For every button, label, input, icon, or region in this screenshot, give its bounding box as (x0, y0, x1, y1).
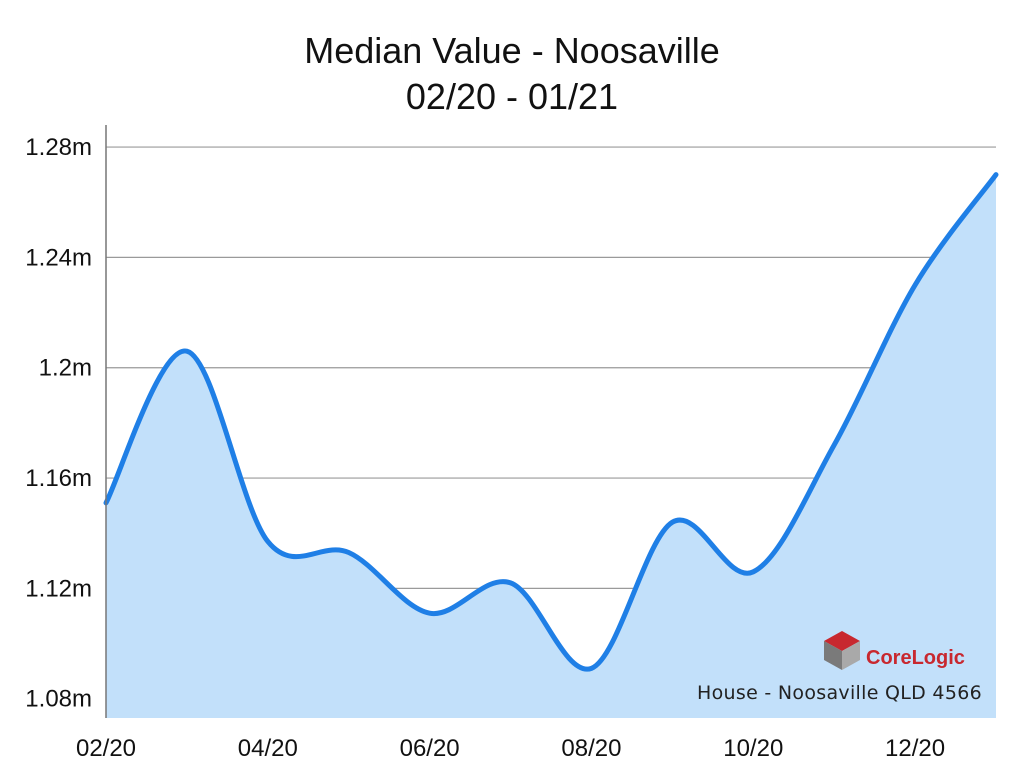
chart-title: Median Value - Noosaville (304, 30, 720, 71)
chart-caption: House - Noosaville QLD 4566 (697, 682, 982, 704)
x-tick-label: 12/20 (885, 735, 945, 762)
area-fill (106, 174, 996, 719)
x-tick-labels: 02/20 04/20 06/20 08/20 10/20 12/20 (76, 735, 945, 762)
chart-subtitle: 02/20 - 01/21 (405, 76, 619, 117)
y-tick-label: 1.16m (25, 465, 92, 492)
chart-title-block: Median Value - Noosaville 02/20 - 01/21 (0, 28, 1024, 120)
y-tick-label: 1.28m (25, 134, 92, 161)
series-line (103, 172, 999, 672)
corelogic-logo: CoreLogic (824, 631, 965, 670)
x-tick-label: 04/20 (238, 735, 298, 762)
y-tick-label: 1.24m (25, 244, 92, 271)
x-tick-label: 06/20 (400, 735, 460, 762)
y-tick-label: 1.2m (39, 355, 92, 382)
y-tick-labels: 1.08m 1.12m 1.16m 1.2m 1.24m 1.28m (25, 134, 92, 713)
y-tick-label: 1.08m (25, 686, 92, 713)
y-tick-label: 1.12m (25, 575, 92, 602)
x-tick-label: 02/20 (76, 735, 136, 762)
x-tick-label: 10/20 (723, 735, 783, 762)
corelogic-cube-icon (824, 631, 860, 670)
x-tick-label: 08/20 (561, 735, 621, 762)
brand-name: CoreLogic (866, 647, 965, 669)
